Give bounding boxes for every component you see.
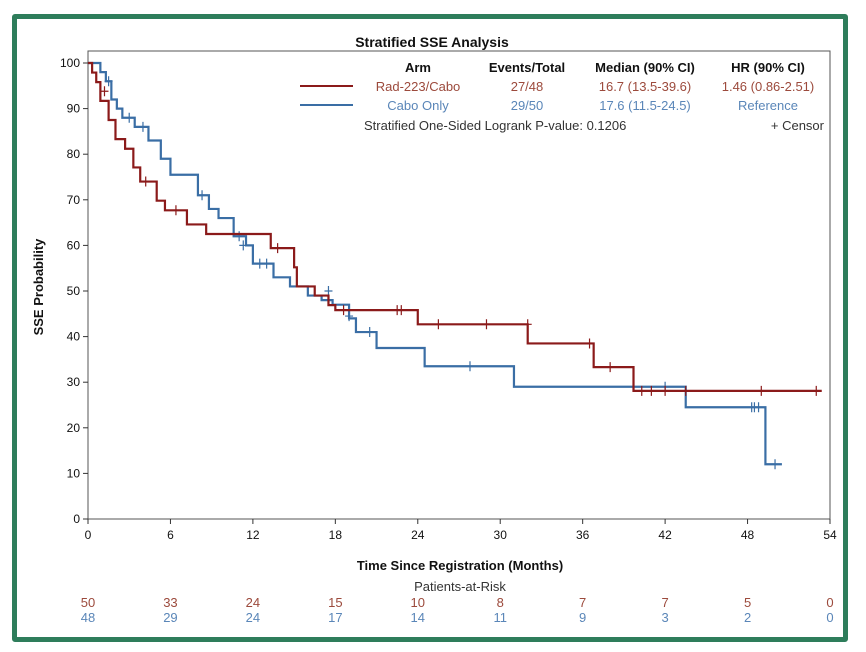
- censor-mark: [661, 385, 670, 396]
- censor-mark: [465, 361, 474, 372]
- y-tick-label: 90: [67, 102, 81, 116]
- risk-value-cabo-only: 24: [246, 610, 260, 625]
- y-tick-label: 30: [67, 375, 81, 389]
- y-tick-label: 100: [60, 56, 80, 70]
- legend-hr-rad: 1.46 (0.86-2.51): [722, 79, 815, 94]
- legend-censor: + Censor: [771, 118, 825, 133]
- legend-events-cabo: 29/50: [511, 98, 544, 113]
- censor-mark: [637, 385, 646, 396]
- risk-value-cabo-only: 11: [493, 610, 507, 625]
- chart-title: Stratified SSE Analysis: [355, 34, 509, 50]
- censor-mark: [482, 319, 491, 330]
- censor-mark: [339, 305, 348, 316]
- axes: 0 10 20 30 40 50 60 70 80 90 100 0 6 12 18 24 30 36 42 48 54: [60, 50, 837, 542]
- x-tick-label: 30: [494, 528, 508, 542]
- censor-mark: [365, 327, 374, 338]
- censor-mark: [171, 205, 180, 216]
- censor-mark: [141, 176, 150, 187]
- censor-mark: [262, 258, 271, 269]
- x-tick-label: 42: [658, 528, 672, 542]
- risk-value-rad-223-cabo: 0: [826, 595, 833, 610]
- censor-mark: [345, 311, 354, 322]
- risk-table-title: Patients-at-Risk: [414, 579, 506, 594]
- x-tick-label: 36: [576, 528, 590, 542]
- risk-value-rad-223-cabo: 50: [81, 595, 95, 610]
- x-tick-label: 18: [329, 528, 343, 542]
- y-tick-label: 70: [67, 193, 81, 207]
- risk-value-cabo-only: 0: [826, 610, 833, 625]
- censor-mark: [523, 319, 532, 330]
- risk-value-rad-223-cabo: 10: [411, 595, 425, 610]
- y-axis-label: SSE Probability: [31, 238, 46, 336]
- censor-mark: [681, 385, 690, 396]
- censor-mark: [771, 459, 780, 470]
- y-tick-label: 20: [67, 421, 81, 435]
- censor-mark: [138, 121, 147, 132]
- risk-value-rad-223-cabo: 15: [328, 595, 342, 610]
- x-tick-label: 12: [246, 528, 260, 542]
- censor-mark: [757, 385, 766, 396]
- x-tick-label: 54: [823, 528, 837, 542]
- censor-mark: [255, 258, 264, 269]
- plot-area: [88, 61, 822, 470]
- censor-mark: [647, 385, 656, 396]
- censor-mark: [239, 240, 248, 251]
- risk-value-cabo-only: 29: [163, 610, 177, 625]
- censor-mark: [100, 86, 109, 97]
- y-tick-label: 10: [67, 466, 81, 480]
- censor-mark: [397, 305, 406, 316]
- y-tick-label: 0: [73, 512, 80, 526]
- risk-value-rad-223-cabo: 7: [661, 595, 668, 610]
- x-tick-label: 48: [741, 528, 755, 542]
- plot-border: [87, 50, 831, 520]
- x-axis-label: Time Since Registration (Months): [357, 558, 563, 573]
- y-tick-label: 40: [67, 330, 81, 344]
- x-tick-label: 24: [411, 528, 425, 542]
- legend-median-cabo: 17.6 (11.5-24.5): [599, 98, 691, 113]
- censor-mark: [434, 319, 443, 330]
- risk-value-cabo-only: 17: [328, 610, 342, 625]
- series-line-rad-223-cabo: [88, 61, 822, 392]
- risk-value-cabo-only: 2: [744, 610, 751, 625]
- risk-value-cabo-only: 14: [411, 610, 425, 625]
- legend-arm-rad: Rad-223/Cabo: [376, 79, 461, 94]
- legend-arm-cabo: Cabo Only: [387, 98, 449, 113]
- legend-pvalue: Stratified One-Sided Logrank P-value: 0.…: [364, 118, 626, 133]
- chart-frame: [12, 14, 848, 642]
- risk-table: 50 33 24 15 10 8 7 7 5 048 29 24 17 14 11 9 3 2 0: [81, 595, 834, 625]
- censor-mark: [606, 362, 615, 373]
- legend-header-events: Events/Total: [489, 60, 565, 75]
- risk-value-rad-223-cabo: 5: [744, 595, 751, 610]
- legend-median-rad: 16.7 (13.5-39.6): [599, 79, 692, 94]
- risk-value-rad-223-cabo: 33: [163, 595, 177, 610]
- censor-mark: [585, 338, 594, 349]
- censor-mark: [198, 190, 207, 201]
- x-tick-label: 0: [85, 528, 92, 542]
- y-tick-label: 50: [67, 284, 81, 298]
- risk-value-rad-223-cabo: 24: [246, 595, 260, 610]
- y-tick-label: 80: [67, 147, 81, 161]
- censor-mark: [235, 231, 244, 242]
- censor-mark: [273, 243, 282, 254]
- risk-value-cabo-only: 9: [579, 610, 586, 625]
- legend-header-arm: Arm: [405, 60, 431, 75]
- censor-mark: [754, 402, 763, 413]
- series-line-cabo-only: [88, 61, 782, 466]
- risk-value-cabo-only: 48: [81, 610, 95, 625]
- legend-header-median: Median (90% CI): [595, 60, 695, 75]
- censor-mark: [125, 112, 134, 123]
- censor-mark: [812, 385, 821, 396]
- x-tick-label: 6: [167, 528, 174, 542]
- risk-value-cabo-only: 3: [661, 610, 668, 625]
- censor-mark: [104, 76, 113, 87]
- legend-events-rad: 27/48: [511, 79, 544, 94]
- risk-value-rad-223-cabo: 8: [497, 595, 504, 610]
- legend-header-hr: HR (90% CI): [731, 60, 805, 75]
- legend-table: Arm Events/Total Median (90% CI) HR (90%…: [300, 60, 825, 133]
- legend-hr-cabo: Reference: [738, 98, 798, 113]
- risk-value-rad-223-cabo: 7: [579, 595, 586, 610]
- censor-mark: [324, 286, 333, 296]
- y-tick-label: 60: [67, 238, 81, 252]
